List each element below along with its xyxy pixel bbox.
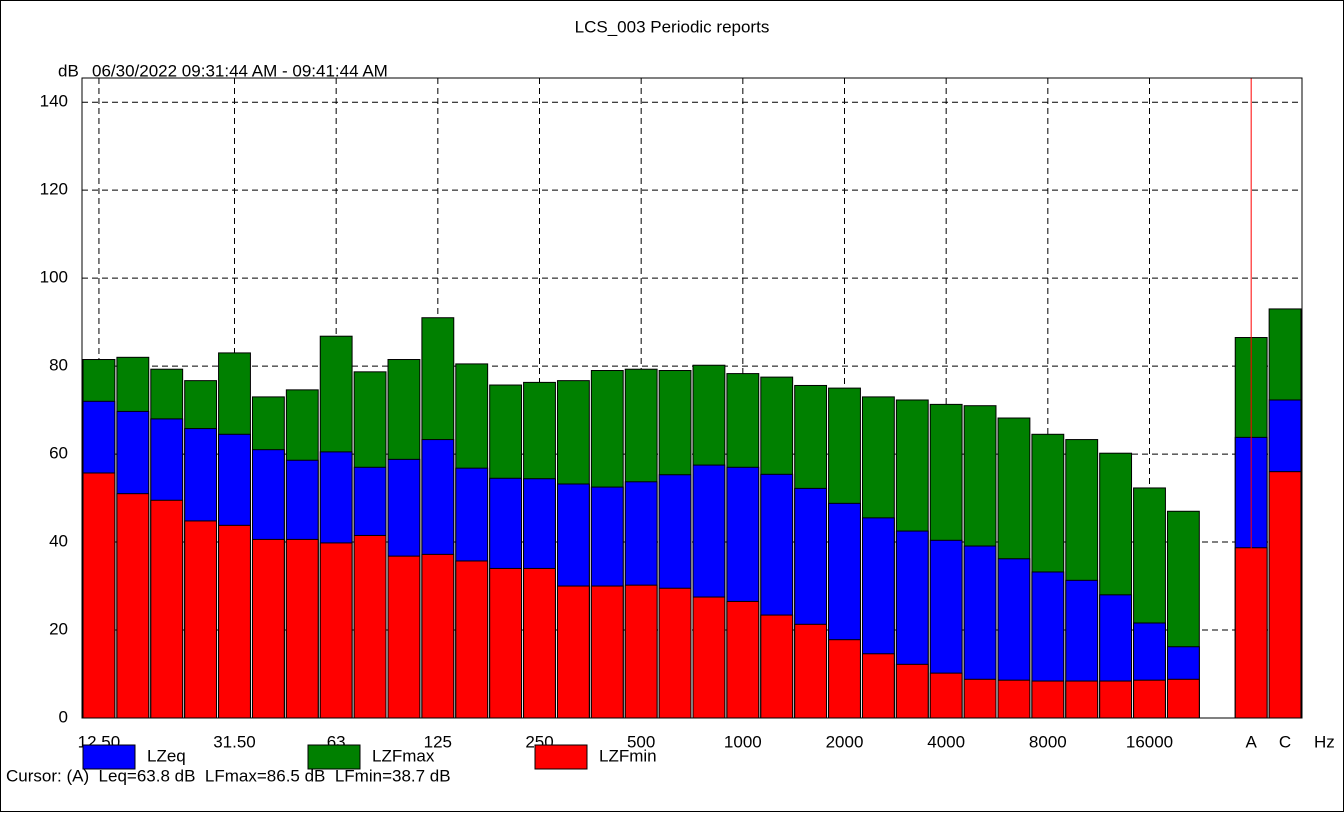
bar: [556, 585, 590, 719]
bar: [1099, 680, 1133, 719]
y-tick-label: 80: [49, 356, 68, 375]
bar: [895, 663, 929, 719]
bar: [828, 639, 861, 719]
y-tick-label: 40: [49, 532, 68, 551]
bar: [963, 678, 997, 719]
y-tick-label: 140: [40, 92, 68, 111]
bar: [218, 524, 251, 719]
x-tick-label: 2000: [826, 732, 864, 751]
bar: [82, 472, 116, 719]
x-tick-label: 16000: [1126, 732, 1173, 751]
bar: [624, 584, 658, 719]
legend-label: LZFmin: [599, 746, 657, 765]
bar: [455, 560, 489, 719]
bar: [929, 672, 963, 719]
x-tick-label: 4000: [927, 732, 965, 751]
bar: [1166, 678, 1200, 719]
bar: [319, 542, 353, 719]
bar: [658, 587, 692, 719]
bar: [150, 499, 184, 719]
y-tick-label: 20: [49, 620, 68, 639]
legend-label: LZFmax: [372, 746, 435, 765]
bar: [251, 538, 285, 719]
y-tick-label: 0: [59, 707, 68, 726]
bar: [1133, 679, 1166, 719]
y-axis-label: dB: [58, 61, 79, 80]
bar: [1031, 680, 1065, 719]
legend-swatch: [307, 744, 361, 770]
legend-label: LZeq: [147, 746, 186, 765]
x-tick-label: 500: [627, 732, 655, 751]
plot-frame: [81, 77, 1303, 719]
x-tick-label: A: [1245, 732, 1257, 751]
bar: [489, 567, 523, 719]
x-axis-label: Hz: [1314, 732, 1335, 751]
y-tick-label: 60: [49, 444, 68, 463]
bar: [794, 623, 828, 719]
y-tick-label: 100: [40, 268, 68, 287]
bar: [523, 567, 556, 719]
bar: [1268, 471, 1302, 719]
bar: [861, 653, 895, 719]
bar: [353, 534, 387, 719]
bar: [184, 520, 218, 719]
bar: [421, 553, 455, 719]
bar: [760, 614, 794, 719]
bar: [997, 679, 1031, 719]
x-tick-label: C: [1279, 732, 1291, 751]
bar: [387, 555, 421, 719]
legend-swatch: [534, 744, 588, 770]
bar: [116, 493, 150, 719]
bar: [692, 596, 726, 719]
bar: [590, 585, 624, 719]
x-tick-label: 1000: [724, 732, 762, 751]
y-tick-label: 120: [40, 180, 68, 199]
subtitle: 06/30/2022 09:31:44 AM - 09:41:44 AM: [92, 61, 388, 80]
cursor-text: Cursor: (A) Leq=63.8 dB LFmax=86.5 dB LF…: [6, 766, 451, 785]
x-tick-label: 125: [424, 732, 452, 751]
x-tick-label: 31.50: [213, 732, 256, 751]
bar: [726, 600, 760, 719]
chart-title: LCS_003 Periodic reports: [575, 17, 770, 36]
bar: [285, 538, 319, 719]
x-tick-label: 8000: [1029, 732, 1067, 751]
bar: [1065, 680, 1099, 719]
legend-swatch: [82, 744, 136, 770]
